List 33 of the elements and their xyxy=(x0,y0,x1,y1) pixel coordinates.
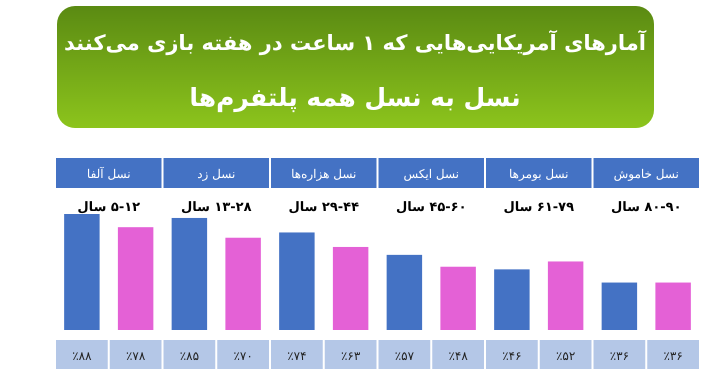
bar xyxy=(548,261,584,330)
bar xyxy=(440,266,476,330)
bar xyxy=(172,218,208,330)
category-label: نسل بومرها ۶۱-۷۹ سال xyxy=(503,167,574,215)
category-label: نسل خاموش ۸۰-۹۰ سال xyxy=(610,167,682,215)
bar xyxy=(118,227,154,330)
data-label: ٪۳۶ xyxy=(663,349,683,363)
chart-subtitle: نسل به نسل همه پلتفرم‌ها xyxy=(189,83,521,113)
bar xyxy=(64,214,100,330)
bar xyxy=(602,282,638,330)
bar xyxy=(225,238,261,330)
data-label: ٪۸۸ xyxy=(72,349,92,363)
data-label: ٪۳۶ xyxy=(610,349,630,363)
data-label: ٪۴۸ xyxy=(448,349,468,363)
category-label: نسل آلفا ۵-۱۲ سال xyxy=(77,167,140,215)
data-label: ٪۴۶ xyxy=(502,349,522,363)
bar xyxy=(279,232,315,330)
data-label: ٪۷۴ xyxy=(287,349,307,363)
category-label: نسل ایکس ۴۵-۶۰ سال xyxy=(396,167,467,215)
title: آمارهای آمریکایی‌هایی که ۱ ساعت در هفته بازی می‌کنند نسل به نسل همه پلتفرم‌ها xyxy=(57,6,654,128)
chart-title: آمارهای آمریکایی‌هایی که ۱ ساعت در هفته بازی می‌کنند xyxy=(64,29,647,56)
data-label: ٪۷۸ xyxy=(126,349,146,363)
data-label: ٪۶۳ xyxy=(340,349,361,363)
bar xyxy=(386,254,422,330)
bar xyxy=(494,269,530,330)
data-label: ٪۵۲ xyxy=(556,349,576,363)
data-label: ٪۸۵ xyxy=(180,349,200,363)
category-label: نسل هزاره‌ها ۲۹-۴۴ سال xyxy=(288,167,360,215)
data-label: ٪۷۰ xyxy=(233,349,253,363)
bar xyxy=(655,282,691,330)
bar xyxy=(332,246,368,330)
data-label: ٪۵۷ xyxy=(394,349,415,363)
category-label: نسل زد ۱۳-۲۸ سال xyxy=(180,167,252,215)
